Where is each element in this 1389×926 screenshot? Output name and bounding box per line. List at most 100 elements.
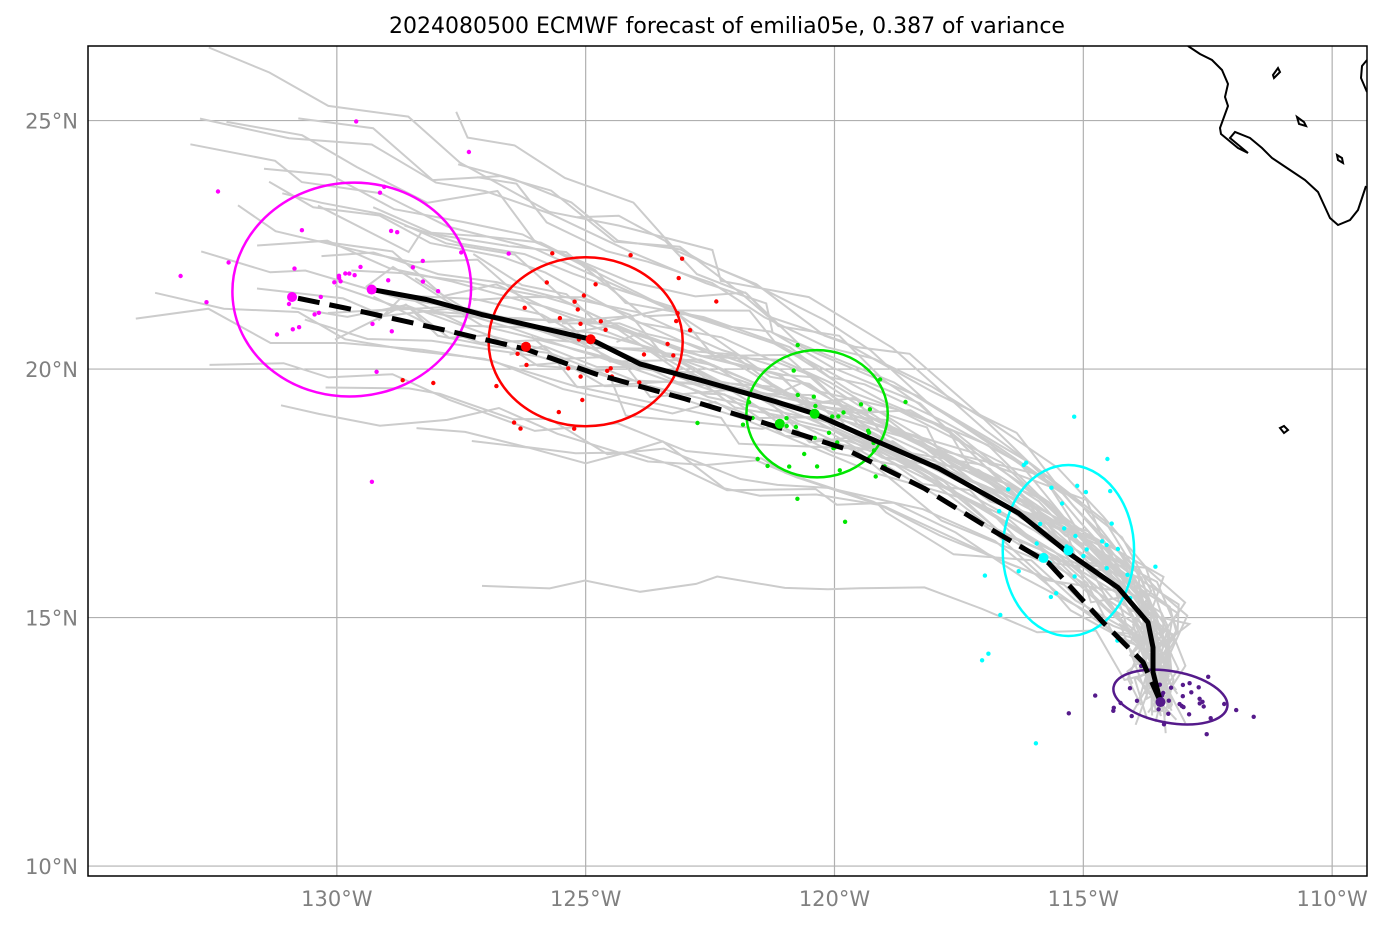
member-position-0-11: [420, 279, 426, 284]
member-position-2-34: [802, 451, 807, 457]
member-position-1-6: [687, 328, 693, 333]
member-position-2-14: [836, 414, 841, 419]
member-position-0-4: [370, 321, 375, 327]
member-position-1-27: [593, 282, 598, 287]
member-position-2-37: [795, 342, 800, 348]
member-position-4-25: [1168, 685, 1174, 690]
member-position-1-35: [671, 353, 676, 358]
coastal-island-1: [1295, 114, 1308, 128]
member-position-2-1: [793, 424, 799, 430]
member-position-4-18: [1180, 682, 1186, 688]
member-position-0-36: [316, 310, 322, 315]
ensemble-track-30: [441, 301, 1173, 708]
member-position-1-37: [575, 307, 580, 312]
ensemble-track-40: [263, 167, 1170, 707]
member-position-2-29: [837, 468, 842, 473]
member-position-3-25: [1084, 547, 1089, 552]
member-position-3-17: [1049, 485, 1054, 490]
member-position-0-30: [389, 329, 394, 334]
member-position-4-16: [1066, 711, 1072, 716]
member-position-4-31: [1196, 685, 1201, 690]
member-position-3-5: [1115, 546, 1121, 552]
lon-label-3: 115°W: [1048, 887, 1120, 911]
member-position-2-16: [695, 420, 700, 426]
member-position-3-30: [1021, 462, 1026, 468]
member-position-2-3: [812, 435, 817, 441]
member-position-1-7: [674, 318, 679, 324]
member-position-4-37: [1156, 707, 1161, 712]
member-position-2-8: [873, 474, 878, 479]
member-position-0-6: [215, 189, 221, 194]
member-position-3-29: [1073, 533, 1078, 539]
member-position-1-21: [515, 351, 520, 356]
member-position-0-31: [336, 273, 342, 278]
member-position-4-12: [1208, 716, 1213, 721]
cluster-center-5: [774, 418, 785, 429]
cluster-ellipses: [231, 181, 1229, 726]
member-position-1-0: [566, 366, 571, 371]
member-position-4-4: [1134, 698, 1140, 703]
member-position-3-11: [1034, 541, 1039, 546]
member-position-2-33: [784, 416, 789, 421]
member-position-3-37: [1081, 553, 1086, 559]
member-position-3-16: [1105, 456, 1110, 462]
member-position-2-7: [755, 456, 760, 462]
member-position-1-16: [603, 327, 608, 332]
lon-label-0: 130°W: [301, 887, 373, 911]
member-position-3-7: [1054, 591, 1059, 596]
member-position-4-33: [1204, 732, 1209, 737]
map-title: 2024080500 ECMWF forecast of emilia05e, …: [389, 14, 1065, 39]
member-position-1-1: [524, 362, 529, 368]
member-position-0-0: [410, 265, 416, 270]
member-position-1-2: [400, 378, 405, 383]
member-position-1-10: [714, 299, 719, 304]
member-position-0-37: [395, 230, 400, 235]
member-position-0-18: [369, 479, 375, 484]
member-position-2-36: [858, 402, 864, 407]
member-position-4-1: [1234, 707, 1239, 713]
ensemble-track-12: [327, 307, 1156, 695]
member-position-4-6: [1189, 690, 1194, 695]
member-position-0-35: [204, 300, 209, 305]
member-position-3-1: [1072, 574, 1077, 579]
member-position-2-24: [784, 423, 789, 429]
member-position-1-19: [522, 305, 527, 310]
lat-label-3: 25°N: [25, 110, 78, 134]
baja-california-coast: [1187, 46, 1367, 227]
member-position-4-7: [1129, 713, 1134, 719]
member-position-0-7: [466, 149, 472, 155]
member-position-0-32: [292, 266, 297, 271]
member-position-0-1: [226, 260, 231, 265]
ensemble-track-43: [257, 239, 1171, 723]
member-position-0-5: [338, 279, 343, 284]
member-position-3-36: [1059, 501, 1065, 506]
ensemble-track-2: [457, 163, 1187, 690]
member-position-2-5: [841, 410, 846, 415]
gridlines: [88, 46, 1367, 876]
lon-label-1: 125°W: [550, 887, 622, 911]
member-position-0-15: [354, 119, 359, 124]
cluster-center-2: [585, 334, 596, 345]
member-position-4-13: [1180, 694, 1186, 699]
member-position-3-32: [1062, 526, 1067, 531]
mainland-mexico-coast: [1359, 59, 1367, 93]
member-position-2-18: [867, 407, 873, 412]
member-position-0-29: [286, 301, 292, 307]
member-position-0-27: [178, 273, 183, 279]
member-position-0-16: [435, 289, 441, 294]
member-position-0-17: [388, 228, 394, 234]
member-position-3-34: [1108, 488, 1113, 494]
member-position-1-32: [598, 319, 603, 324]
member-position-4-36: [1181, 704, 1186, 710]
map-frame: [87, 45, 1368, 877]
member-position-4-5: [1222, 701, 1227, 707]
longitude-labels: 130°W 125°W 120°W 115°W 110°W: [301, 887, 1368, 911]
tiburon-island: [1271, 66, 1282, 80]
member-position-4-30: [1093, 693, 1098, 698]
member-position-0-33: [312, 312, 317, 317]
member-position-4-0: [1201, 704, 1206, 709]
member-position-3-27: [1016, 569, 1021, 574]
cluster-center-0: [366, 284, 377, 295]
member-position-1-23: [581, 293, 587, 298]
